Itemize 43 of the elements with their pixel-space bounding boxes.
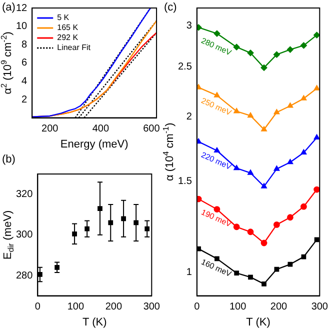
x-tick-label: 400 (92, 124, 110, 135)
y-tick-label: 1 (186, 266, 192, 278)
y-axis-title: Edir (meV) (2, 210, 16, 260)
y-tick-label: 320 (16, 189, 34, 200)
x-tick-label: 0 (34, 302, 41, 313)
x-tick-label: 300 (311, 302, 328, 313)
y-tick-label: 300 (16, 230, 34, 241)
x-tick-label: 100 (67, 302, 84, 313)
legend-label: 5 K (57, 13, 70, 22)
x-axis-title: T (K) (82, 316, 107, 328)
x-tick-label: 200 (42, 124, 59, 135)
text: 160 meV (200, 257, 234, 279)
text: 220 meV (200, 150, 234, 172)
y-tick-label: 2 (186, 112, 192, 123)
y-tick-label: 2.5 (178, 62, 192, 73)
text: 190 meV (200, 208, 234, 230)
y-axis-title: α (104 cm-1) (161, 122, 176, 182)
x-tick-label: 100 (229, 302, 247, 313)
chart-title: (a) (2, 2, 16, 14)
x-tick-label: 300 (143, 302, 160, 313)
y-tick-label: 280 (16, 270, 34, 282)
x-tick-label: 600 (143, 124, 160, 135)
x-tick-label: 200 (105, 302, 122, 313)
x-axis-title: T (K) (246, 316, 270, 328)
legend-label: 165 K (57, 23, 79, 32)
y-tick-label: 4 (22, 76, 28, 87)
y-tick-label: 8 (22, 39, 28, 50)
legend-label: 292 K (57, 33, 79, 42)
x-tick-label: 200 (270, 302, 288, 313)
text: 250 meV (200, 96, 234, 118)
y-tick-label: 2 (22, 94, 28, 106)
chart-title: (c) (164, 2, 177, 14)
x-tick-label: 0 (194, 302, 200, 313)
text: 280 meV (200, 36, 234, 58)
y-tick-label: 12 (16, 2, 28, 14)
y-tick-label: 6 (22, 58, 28, 69)
legend-label: Linear Fit (57, 43, 92, 52)
y-tick-label: 10 (16, 21, 28, 32)
y-tick-label: 1.5 (178, 176, 192, 188)
y-axis-title: α2 (109 cm-2) (0, 32, 14, 94)
y-tick-label: 3 (186, 20, 192, 32)
x-axis-title: Energy (meV) (60, 138, 128, 150)
chart-title: (b) (2, 154, 16, 166)
